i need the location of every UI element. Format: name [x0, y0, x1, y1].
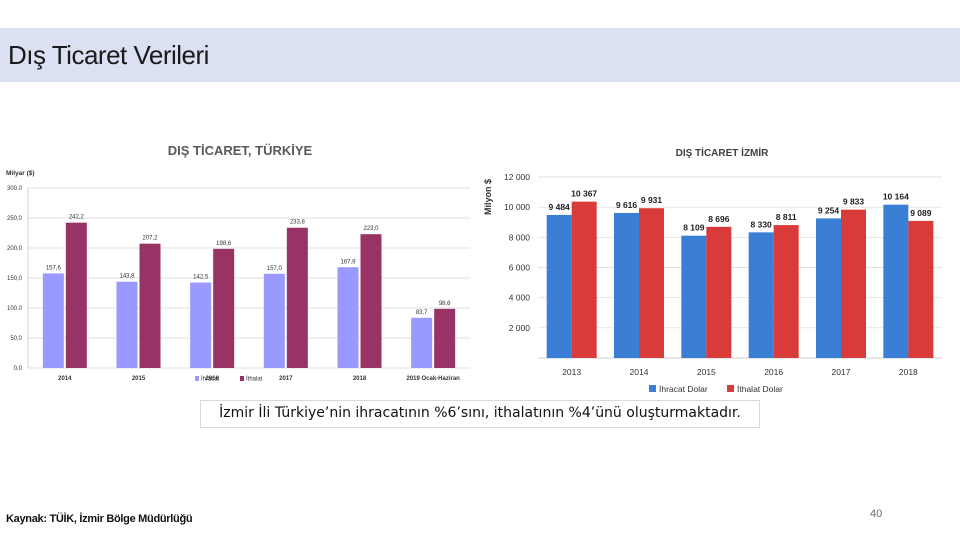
data-label: 8 109	[683, 223, 705, 233]
data-label: 10 164	[883, 192, 909, 202]
x-tick-label: 2016	[764, 367, 783, 377]
bar	[773, 225, 799, 358]
data-label: 242,2	[69, 215, 85, 221]
data-label: 198,6	[216, 241, 232, 247]
bar	[748, 232, 774, 358]
y-tick-label: 150,0	[7, 276, 23, 282]
x-tick-label: 2014	[630, 367, 649, 377]
bar	[841, 209, 866, 358]
y-tick-label: 2 000	[509, 323, 531, 333]
title-bar	[0, 28, 960, 82]
data-label: 157,0	[267, 266, 283, 272]
y-tick-label: 6 000	[509, 263, 531, 273]
y-tick-label: 200,0	[7, 246, 23, 252]
legend-swatch	[649, 385, 656, 392]
bar	[286, 227, 308, 368]
data-label: 8 330	[751, 219, 773, 229]
page-number: 40	[870, 508, 883, 520]
legend-label: İthalat Dolar	[737, 384, 783, 394]
data-label: 10 367	[571, 189, 597, 199]
y-tick-label: 300,0	[7, 186, 23, 192]
legend-label: İhracat Dolar	[659, 384, 708, 394]
bar	[434, 308, 456, 368]
bar	[571, 201, 597, 358]
legend-swatch	[727, 385, 734, 392]
y-tick-label: 10 000	[504, 202, 530, 212]
data-label: 9 931	[641, 195, 663, 205]
data-label: 142,5	[193, 275, 209, 281]
chart-title: DIŞ TİCARET, TÜRKİYE	[168, 143, 313, 158]
x-tick-label: 2017	[279, 376, 293, 382]
data-label: 167,9	[340, 259, 356, 265]
x-tick-label: 2017	[832, 367, 851, 377]
x-tick-label: 2013	[562, 367, 581, 377]
bar	[65, 222, 87, 368]
y-axis-label: Milyon $	[483, 179, 493, 215]
legend-swatch	[240, 376, 244, 381]
chart-title: DIŞ TİCARET İZMİR	[676, 146, 770, 159]
data-label: 207,2	[142, 236, 158, 242]
bar	[908, 220, 934, 358]
data-label: 157,6	[46, 265, 62, 271]
y-tick-label: 50,0	[10, 336, 22, 342]
bar	[883, 204, 909, 358]
data-label: 9 089	[910, 208, 932, 218]
legend-swatch	[195, 376, 199, 381]
bar	[546, 214, 572, 358]
x-tick-label: 2019 Ocak-Haziran	[406, 376, 460, 382]
y-tick-label: 12 000	[504, 172, 530, 182]
y-tick-label: 8 000	[509, 232, 531, 242]
bar	[639, 208, 664, 358]
data-label: 223,0	[363, 226, 379, 232]
x-tick-label: 2015	[697, 367, 716, 377]
x-tick-label: 2018	[899, 367, 918, 377]
source-note: Kaynak: TÜİK, İzmir Bölge Müdürlüğü	[6, 513, 193, 525]
y-tick-label: 4 000	[509, 293, 531, 303]
bar	[337, 267, 359, 368]
chart-izmir: DIŞ TİCARET İZMİR Milyon $ 2 000 4 000 6 000…	[480, 140, 960, 398]
data-label: 9 484	[549, 202, 571, 212]
bar	[681, 235, 707, 358]
data-label: 8 696	[708, 214, 730, 224]
legend-label: İthalat	[246, 376, 263, 383]
bar	[614, 212, 639, 358]
data-label: 9 616	[616, 200, 638, 210]
bar	[213, 248, 235, 368]
bar	[116, 281, 138, 368]
data-label: 8 811	[776, 212, 797, 222]
bar	[139, 243, 161, 368]
bar	[263, 273, 285, 368]
bar	[411, 317, 433, 368]
bar	[360, 234, 382, 368]
legend-label: İhracat	[201, 376, 220, 383]
bar	[190, 282, 212, 368]
bar	[42, 273, 64, 368]
x-tick-label: 2018	[353, 376, 367, 382]
data-label: 98,6	[439, 301, 451, 307]
data-label: 143,8	[119, 274, 135, 280]
y-tick-label: 0,0	[14, 366, 23, 372]
slide-title: Dış Ticaret Verileri	[8, 40, 209, 70]
x-tick-label: 2016	[205, 376, 219, 382]
data-label: 83,7	[416, 310, 428, 316]
y-tick-label: 250,0	[7, 216, 23, 222]
chart-izmir-svg: DIŞ TİCARET İZMİR Milyon $ 2 000 4 000 6 000…	[483, 146, 942, 394]
chart-turkiye: DIŞ TİCARET, TÜRKİYE Milyar ($) 0,0 50,0 100…	[0, 140, 478, 385]
bar	[816, 218, 841, 358]
y-axis-label: Milyar ($)	[6, 170, 35, 177]
chart-turkiye-svg: DIŞ TİCARET, TÜRKİYE Milyar ($) 0,0 50,0 100…	[6, 143, 470, 383]
data-label: 9 833	[843, 197, 865, 207]
caption-text: İzmir İli Türkiye’nin ihracatının %6’sın…	[200, 400, 760, 428]
data-label: 233,8	[290, 220, 306, 226]
bar	[706, 226, 732, 358]
x-tick-label: 2015	[132, 376, 146, 382]
x-tick-label: 2014	[58, 376, 72, 382]
y-tick-label: 100,0	[7, 306, 23, 312]
data-label: 9 254	[818, 205, 840, 215]
